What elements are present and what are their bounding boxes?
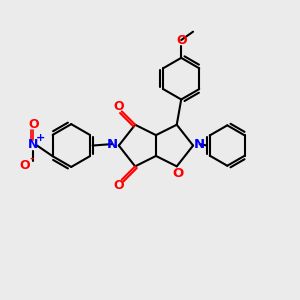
Text: O: O	[113, 178, 124, 192]
Text: O: O	[28, 118, 39, 130]
Text: N: N	[194, 138, 205, 151]
Text: +: +	[35, 133, 45, 143]
Text: O: O	[113, 100, 124, 112]
Text: O: O	[176, 34, 187, 46]
Text: N: N	[107, 138, 118, 151]
Text: O: O	[20, 159, 31, 172]
Text: -: -	[29, 154, 34, 164]
Text: O: O	[172, 167, 184, 180]
Text: N: N	[28, 138, 39, 151]
